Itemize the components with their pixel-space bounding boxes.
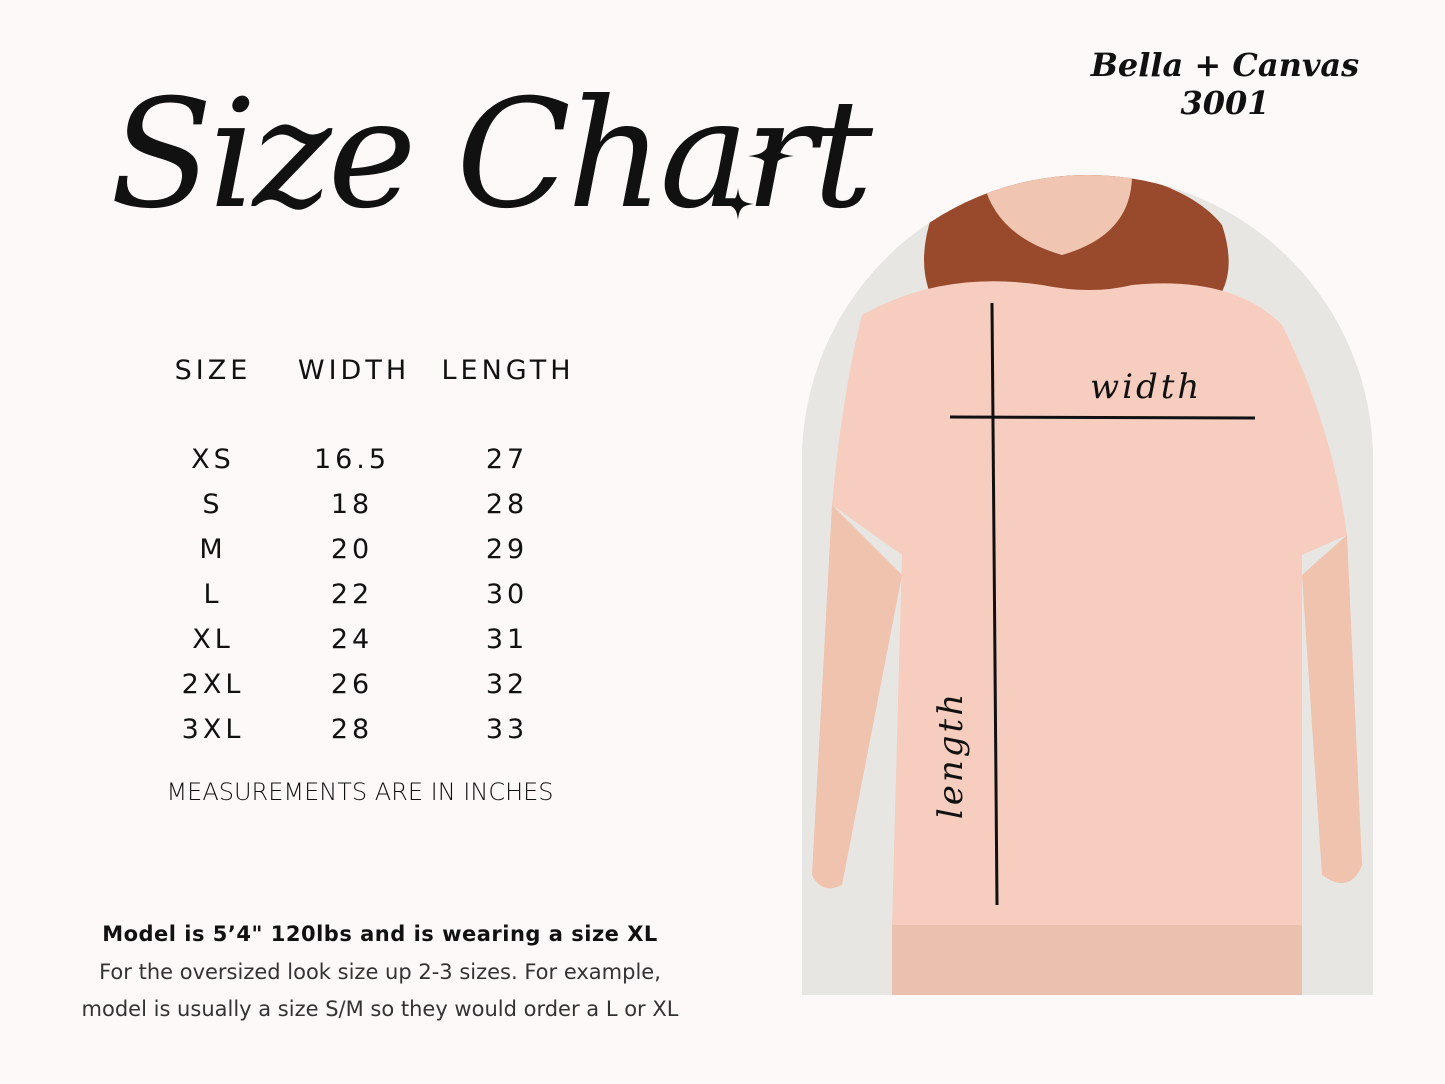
sizing-tip: For the oversized look size up 2-3 sizes… (99, 960, 661, 984)
model-info: Model is 5’4" 120lbs and is wearing a si… (102, 922, 658, 946)
cell-width: 24 (330, 624, 374, 655)
cell-width: 22 (330, 579, 374, 610)
sparkle-icon (748, 133, 794, 179)
length-line (990, 302, 999, 906)
header-length: LENGTH (441, 355, 575, 386)
sizing-tip: model is usually a size S/M so they woul… (81, 997, 679, 1021)
cell-size: XL (192, 624, 234, 655)
sparkle-icon (722, 188, 754, 220)
length-label: length (931, 690, 972, 820)
cell-width: 16.5 (313, 444, 391, 475)
header-size: SIZE (174, 355, 252, 386)
model-illustration (802, 175, 1373, 995)
cell-size: M (199, 534, 227, 565)
cell-size: 2XL (181, 669, 245, 700)
cell-width: 18 (330, 489, 374, 520)
width-line (949, 415, 1256, 420)
brand-label: Bella + Canvas 3001 (1090, 46, 1360, 122)
cell-size: L (203, 579, 223, 610)
header-width: WIDTH (297, 355, 411, 386)
cell-length: 28 (485, 489, 529, 520)
cell-length: 27 (485, 444, 529, 475)
cell-length: 29 (485, 534, 529, 565)
model-photo: width length (802, 175, 1373, 995)
cell-length: 30 (485, 579, 529, 610)
width-label: width (1090, 367, 1203, 407)
measurement-lines (949, 302, 1256, 906)
units-note: MEASUREMENTS ARE IN INCHES (166, 778, 554, 806)
cell-width: 28 (330, 714, 374, 745)
cell-size: S (202, 489, 224, 520)
cell-width: 26 (330, 669, 374, 700)
cell-length: 33 (485, 714, 529, 745)
cell-size: XS (191, 444, 235, 475)
cell-length: 32 (485, 669, 529, 700)
cell-size: 3XL (181, 714, 245, 745)
cell-width: 20 (330, 534, 374, 565)
cell-length: 31 (485, 624, 529, 655)
